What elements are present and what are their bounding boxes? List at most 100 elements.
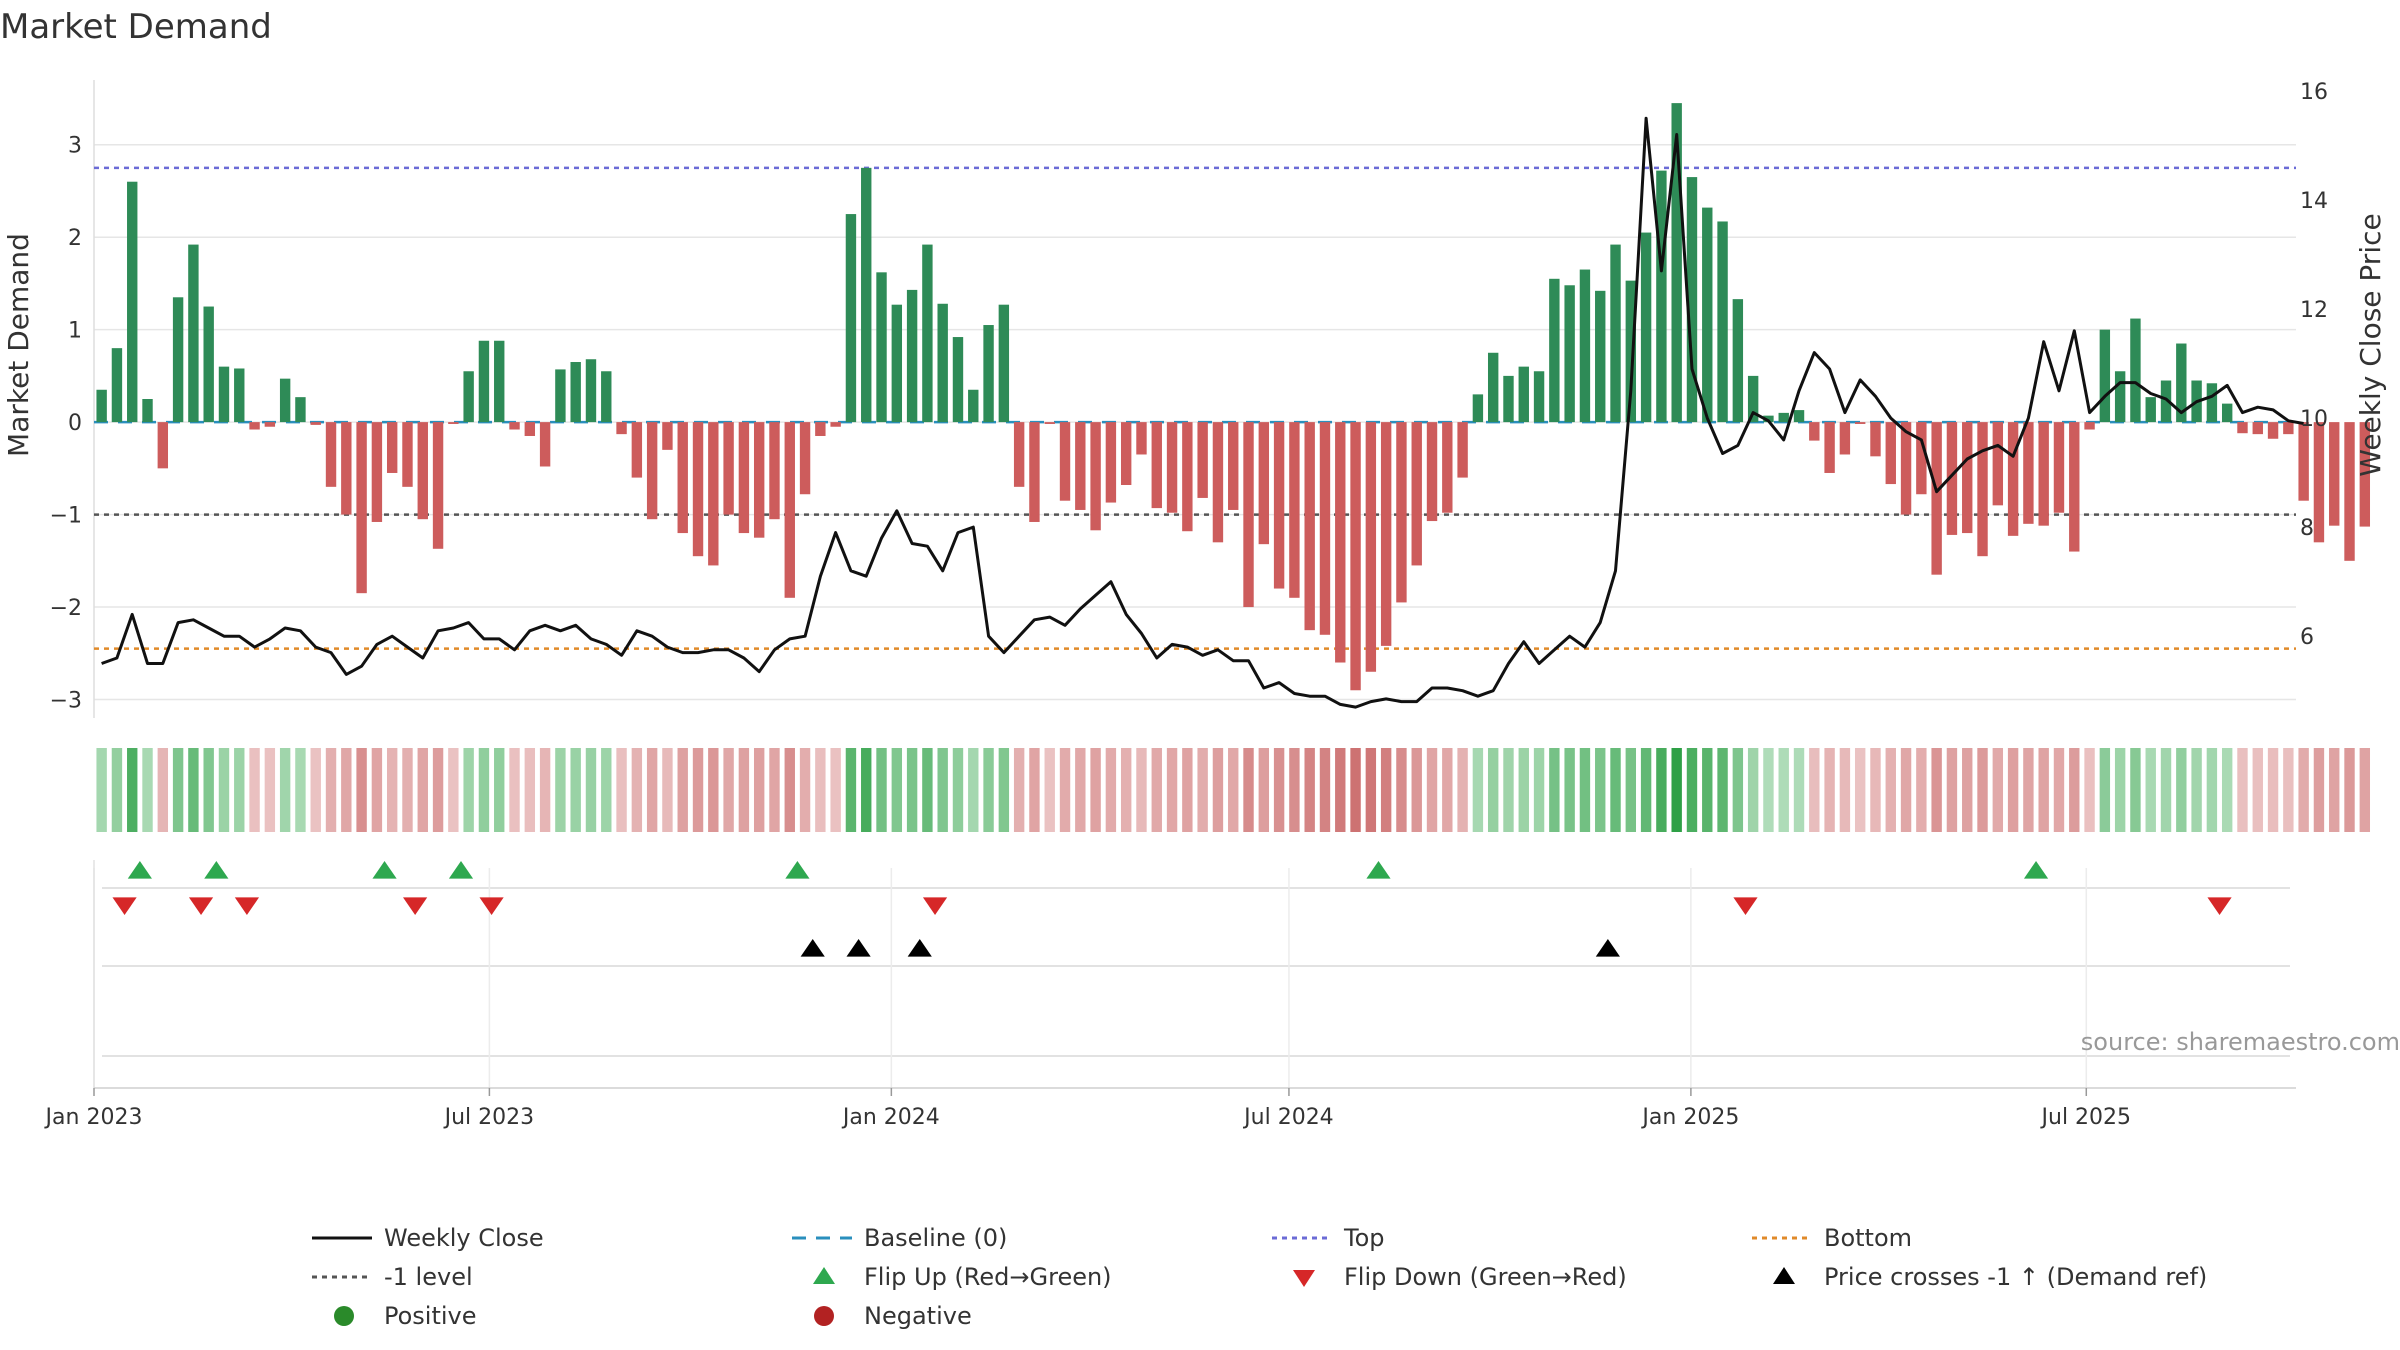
demand-bar (1931, 422, 1942, 575)
heat-cell (1870, 748, 1881, 832)
heat-cell (1579, 748, 1591, 832)
demand-bar (983, 325, 994, 423)
chart-title: Market Demand (0, 7, 272, 47)
heat-cell (769, 748, 780, 832)
demand-bar (2267, 422, 2279, 439)
event-markers (93, 860, 2290, 1088)
demand-bar (2313, 422, 2325, 543)
heat-cell (2176, 748, 2187, 832)
heat-cell (2221, 748, 2233, 832)
heat-cell (2298, 748, 2309, 832)
source-note: source: sharemaestro.com (2081, 1028, 2400, 1056)
demand-bar (1105, 422, 1117, 503)
demand-bar (1640, 232, 1652, 423)
legend-swatch (334, 1306, 354, 1326)
flip-up-marker (204, 861, 229, 879)
legend-label: Price crosses -1 ↑ (Demand ref) (1824, 1263, 2207, 1291)
demand-bar (1625, 280, 1637, 423)
heat-cell (1916, 748, 1927, 832)
demand-bar (1289, 422, 1300, 598)
y-tick-label: −3 (50, 689, 82, 714)
demand-bar (891, 304, 903, 423)
heat-cell (1059, 748, 1071, 832)
legend-swatch (1773, 1267, 1795, 1284)
demand-bar (1304, 422, 1315, 631)
heat-cell (799, 748, 811, 832)
heat-cell (1273, 748, 1285, 832)
flip-up-marker (127, 861, 152, 879)
heat-cell (1487, 748, 1499, 832)
demand-bar (631, 422, 643, 478)
heat-cell (157, 748, 169, 832)
demand-bar (1442, 422, 1453, 513)
x-tick-label: Jul 2024 (1242, 1105, 1334, 1130)
heat-cell (371, 748, 383, 832)
heat-cell (2145, 748, 2156, 832)
heat-cell (1671, 748, 1682, 832)
heat-cell (830, 748, 841, 832)
demand-bar (1228, 422, 1239, 510)
legend-swatch (813, 1267, 835, 1284)
heat-cell (1105, 748, 1117, 832)
flip-down-marker (403, 897, 428, 915)
heat-cell (845, 748, 857, 832)
demand-bar (371, 422, 383, 522)
flip-down-marker (112, 897, 137, 915)
heat-cell (2069, 748, 2080, 832)
demand-bar (1350, 422, 1361, 691)
demand-bar (1763, 415, 1774, 423)
y2-tick-label: 8 (2300, 516, 2314, 541)
demand-bar (1426, 422, 1438, 522)
heat-cell (1228, 748, 1239, 832)
demand-bar (815, 422, 826, 436)
demand-bar (2053, 422, 2065, 513)
heat-cell (1625, 748, 1637, 832)
heat-cell (570, 748, 581, 832)
heat-cell (1013, 748, 1025, 832)
demand-bar (1273, 422, 1285, 589)
heat-cell (1136, 748, 1147, 832)
heat-cell (2099, 748, 2111, 832)
heat-cell (1457, 748, 1468, 832)
demand-bar (310, 422, 321, 425)
demand-bar (203, 306, 214, 423)
heat-cell (1900, 748, 1912, 832)
demand-bar (172, 297, 184, 423)
demand-bar (356, 422, 367, 594)
demand-bar (601, 371, 612, 423)
demand-bar (1396, 422, 1407, 603)
heat-cell (1380, 748, 1392, 832)
heat-cell (1120, 748, 1132, 832)
heat-cell (1258, 748, 1270, 832)
heat-cell (402, 748, 413, 832)
heat-cell (494, 748, 505, 832)
heat-cell (952, 748, 964, 832)
heat-cell (1747, 748, 1759, 832)
price-cross-marker (1595, 939, 1620, 957)
demand-bar (1992, 422, 2004, 506)
legend-label: Flip Up (Red→Green) (864, 1263, 1112, 1291)
demand-bar (677, 422, 688, 534)
demand-bar (341, 422, 352, 515)
demand-bar (2329, 422, 2340, 526)
heat-cell (1778, 748, 1789, 832)
heat-cell (1365, 748, 1377, 832)
demand-bar (1120, 422, 1132, 485)
heat-cell (1503, 748, 1514, 832)
heat-cell (2359, 748, 2371, 832)
x-tick-label: Jul 2025 (2040, 1105, 2132, 1130)
heat-cell (111, 748, 123, 832)
y2-axis-label: Weekly Close Price (2354, 213, 2387, 476)
flip-up-marker (1366, 861, 1391, 879)
y2-tick-label: 16 (2300, 80, 2328, 105)
demand-bar (646, 422, 658, 520)
heat-cell (264, 748, 276, 832)
heat-cell (861, 748, 872, 832)
heat-cell (2038, 748, 2049, 832)
demand-bar (1319, 422, 1331, 635)
demand-bar (1839, 422, 1851, 455)
heat-cell (723, 748, 734, 832)
y2-tick-label: 6 (2300, 625, 2314, 650)
demand-bar (2007, 422, 2019, 536)
